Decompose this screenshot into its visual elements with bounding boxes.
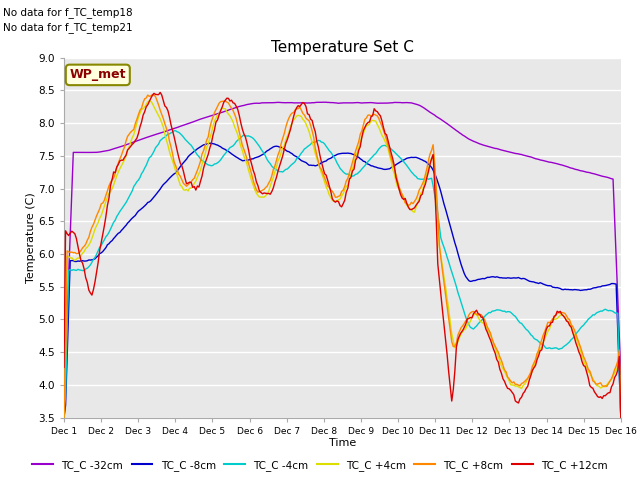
X-axis label: Time: Time	[329, 438, 356, 448]
Y-axis label: Temperature (C): Temperature (C)	[26, 192, 36, 283]
Text: No data for f_TC_temp18: No data for f_TC_temp18	[3, 7, 133, 18]
Legend: TC_C -32cm, TC_C -8cm, TC_C -4cm, TC_C +4cm, TC_C +8cm, TC_C +12cm: TC_C -32cm, TC_C -8cm, TC_C -4cm, TC_C +…	[28, 456, 612, 475]
Title: Temperature Set C: Temperature Set C	[271, 40, 414, 55]
Text: WP_met: WP_met	[70, 68, 126, 82]
Text: No data for f_TC_temp21: No data for f_TC_temp21	[3, 22, 133, 33]
